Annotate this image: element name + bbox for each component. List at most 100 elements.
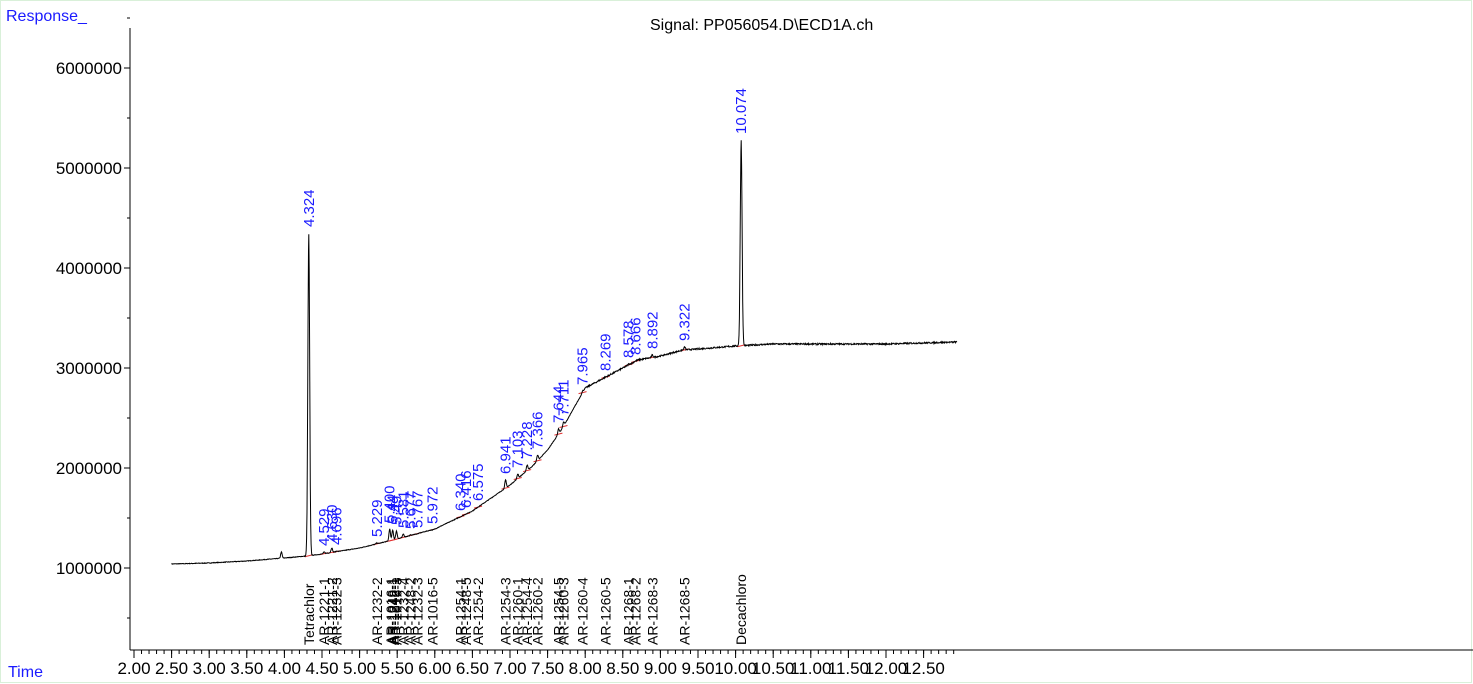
peak-label: 4.529 <box>316 508 333 546</box>
axes: 1000000 2000000 3000000 4000000 5000000 60000… <box>56 17 1473 678</box>
compound-label: AR-1260-1 <box>510 577 526 645</box>
y-tick-label: 6000000 <box>56 59 122 78</box>
peak-label: 7.366 <box>530 411 547 449</box>
signal-title: Signal: PP056054.D\ECD1A.ch <box>650 17 874 34</box>
peak-label: 8.269 <box>597 333 614 371</box>
peak-label: 5.229 <box>369 499 386 537</box>
compound-label: AR-1254-3 <box>498 577 514 645</box>
peak-label: 7.644 <box>550 385 567 423</box>
baseline-mark <box>501 486 510 490</box>
compound-labels: Tetrachlor AR-1221-1AR-1221-2AR-1232-3 AR-… <box>301 574 749 645</box>
compound-label: AR-1221-1 <box>316 577 332 645</box>
x-tick-label: 7.50 <box>531 659 564 678</box>
baseline-mark <box>523 469 532 473</box>
compound-label: AR-1260-4 <box>575 577 591 645</box>
peak-label: 5.400 <box>382 485 399 523</box>
x-tick-label: 5.00 <box>343 659 376 678</box>
baseline-mark <box>513 476 522 480</box>
compound-label: AR-1268-1 <box>621 577 637 645</box>
baseline-mark <box>533 459 542 463</box>
x-tick-label: 4.00 <box>268 659 301 678</box>
peak-label: 4.324 <box>301 189 318 227</box>
compound-label: AR-1016-5 <box>425 577 441 645</box>
baseline-mark <box>304 554 313 558</box>
peak-label: 8.578 <box>621 320 638 358</box>
x-tick-label: 11.50 <box>828 659 869 678</box>
peak-label: 5.581 <box>395 490 412 528</box>
compound-label: Tetrachlor <box>301 583 317 645</box>
peak-label: 7.965 <box>575 347 592 385</box>
signal-trace <box>171 140 958 565</box>
x-tick-label: 2.00 <box>117 659 150 678</box>
compound-label: AR-1232-2 <box>369 577 385 645</box>
compound-label: AR-1260-3 <box>555 577 571 645</box>
peak-label: 7.228 <box>519 421 536 459</box>
peak-label: 4.696 <box>329 507 346 545</box>
peak-label: 5.44 <box>385 495 402 524</box>
compound-label: AR-1242-1 <box>386 577 402 645</box>
x-tick-label: 10.00 <box>714 659 757 678</box>
peak-label: 6.941 <box>498 436 515 474</box>
baseline-mark <box>554 432 563 436</box>
compound-label: AR-1254-2 <box>470 577 486 645</box>
compound-label: AR-1016-1 <box>383 577 399 645</box>
compound-label: AR-1221-2 <box>324 577 340 645</box>
x-tick-label: 4.50 <box>305 659 338 678</box>
y-tick-label: 4000000 <box>56 259 122 278</box>
compound-label: AR-1016-3 <box>388 577 404 645</box>
compound-label: AR-1232-3 <box>329 577 345 645</box>
x-tick-label: 8.50 <box>606 659 639 678</box>
compound-label: AR-1232-3 <box>409 577 425 645</box>
x-tick-label: 9.00 <box>644 659 677 678</box>
y-tick-label: 2000000 <box>56 459 122 478</box>
peak-label: 6.340 <box>452 473 469 511</box>
compound-label: AR-1248-5 <box>458 577 474 645</box>
peak-label: 6.416 <box>458 470 475 508</box>
compound-label: AR-1260-2 <box>530 577 546 645</box>
x-tick-label: 5.50 <box>381 659 414 678</box>
x-tick-label: 6.50 <box>456 659 489 678</box>
x-tick-label: 6.00 <box>418 659 451 678</box>
peak-label: 10.074 <box>733 88 750 134</box>
compound-label: AR-1268-3 <box>644 577 660 645</box>
compound-label: AR-1254-5 <box>550 577 566 645</box>
peak-label: 6.575 <box>470 463 487 501</box>
baseline-mark <box>559 425 568 429</box>
compound-label: AR-1254-1 <box>452 577 468 645</box>
x-tick-label: 2.50 <box>155 659 188 678</box>
peak-label: 8.666 <box>627 317 644 355</box>
x-tick-label: 9.50 <box>681 659 714 678</box>
compound-label: AR-1232-4 <box>395 577 411 645</box>
peak-label: 5.972 <box>425 486 442 524</box>
peak-label: 5.677 <box>403 491 420 529</box>
compound-label: AR-1248-1 <box>385 577 401 645</box>
compound-label: AR-1260-5 <box>597 577 613 645</box>
peak-label: 8.892 <box>644 311 661 349</box>
peak-label: 7.103 <box>510 430 527 468</box>
compound-label: AR-1254-4 <box>519 577 535 645</box>
y-tick-label: 5000000 <box>56 159 122 178</box>
x-tick-label: 11.00 <box>790 659 831 678</box>
x-tick-label: 8.00 <box>569 659 602 678</box>
x-tick-label: 7.00 <box>493 659 526 678</box>
peak-label: 4.630 <box>324 504 341 542</box>
y-tick-label: 1000000 <box>56 559 122 578</box>
compound-label: AR-1268-2 <box>627 577 643 645</box>
y-axis-header: Response_ <box>6 8 87 25</box>
baseline-mark <box>578 391 587 395</box>
x-tick-label: 3.00 <box>193 659 226 678</box>
compound-label: Decachloro <box>733 574 749 645</box>
x-axis-header: Time <box>8 664 43 681</box>
x-tick-label: 10.50 <box>752 659 795 678</box>
y-tick-label: 3000000 <box>56 359 122 378</box>
peak-label: 5.49 <box>388 496 405 525</box>
peak-label: 9.322 <box>677 303 694 341</box>
compound-label: AR-1248-2 <box>403 577 419 645</box>
x-tick-label: 3.50 <box>230 659 263 678</box>
compound-label: AR-1268-5 <box>677 577 693 645</box>
peak-label: 7.711 <box>555 380 572 416</box>
x-tick-label: 12.00 <box>865 659 908 678</box>
